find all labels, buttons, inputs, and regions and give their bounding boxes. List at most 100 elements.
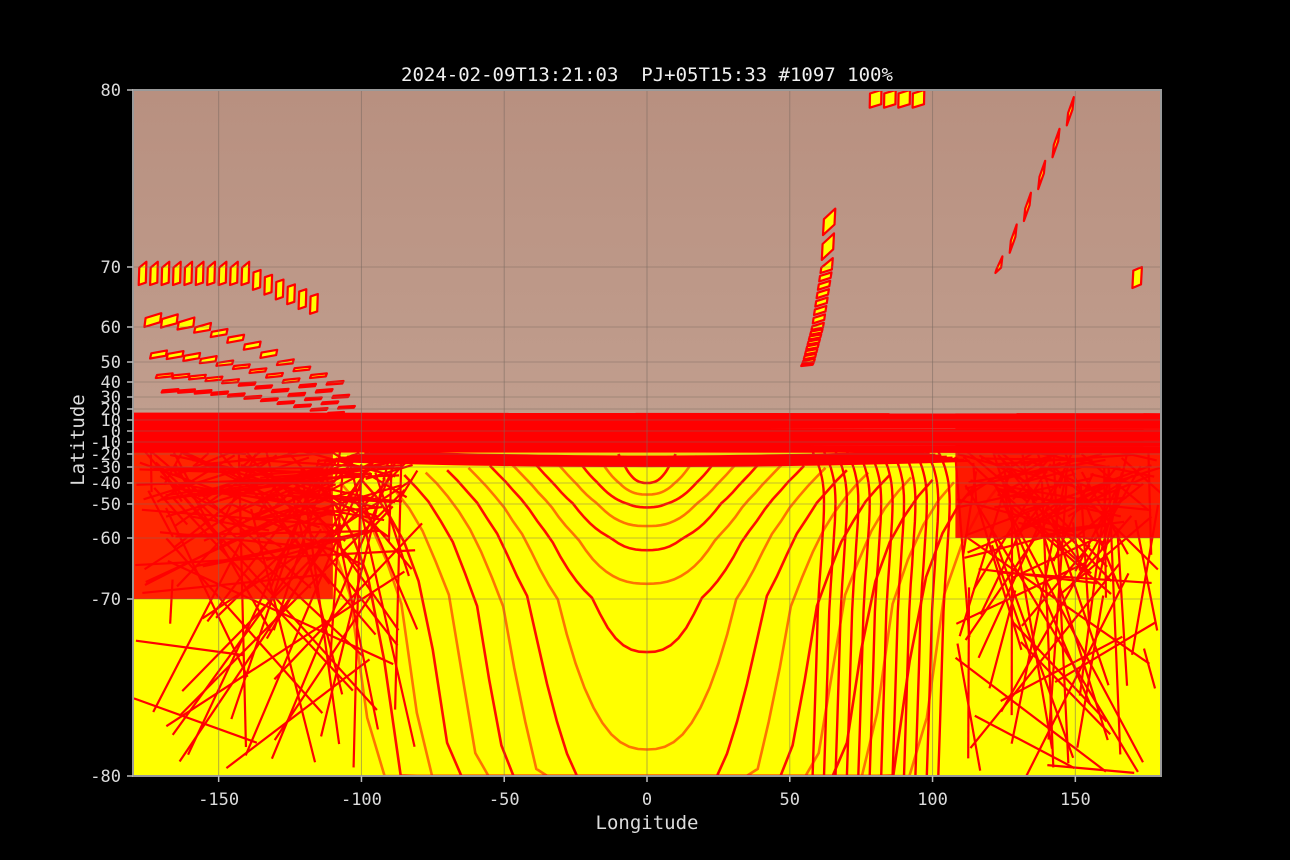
footprint — [897, 90, 912, 109]
footprint-edge — [914, 451, 929, 776]
footprint-edge — [1054, 621, 1157, 683]
footprint — [308, 372, 328, 380]
y-tick-label: -50 — [90, 495, 121, 515]
x-tick-label: 0 — [642, 790, 652, 810]
y-tick-label: 0 — [111, 422, 121, 442]
footprint — [336, 404, 356, 410]
y-tick-label: 80 — [101, 81, 121, 101]
footprint — [1037, 159, 1047, 191]
y-tick-label: 10 — [101, 411, 121, 431]
footprint — [810, 321, 825, 331]
footprint — [240, 260, 251, 287]
footprint — [154, 372, 174, 380]
footprint — [314, 388, 334, 394]
footprint — [812, 304, 828, 317]
footprint — [248, 367, 268, 375]
x-axis-ticks: -150 -100 -50 0 50 100 150 — [198, 776, 1091, 810]
footprint-edge — [990, 544, 1033, 660]
x-axis-label: Longitude — [596, 812, 699, 834]
footprint — [806, 338, 822, 346]
footprint — [251, 268, 262, 291]
footprint — [882, 90, 897, 109]
footprint-edge — [891, 451, 906, 776]
footprint — [292, 365, 312, 373]
footprint — [137, 260, 148, 287]
footprint-edge — [880, 451, 894, 776]
footprint-edge — [403, 474, 891, 776]
footprint — [297, 288, 308, 311]
footprint-edge — [397, 469, 419, 502]
footprint — [1008, 223, 1018, 254]
footprint — [994, 255, 1004, 275]
footprint — [177, 388, 197, 394]
footprint — [320, 400, 340, 406]
footprint — [803, 348, 819, 356]
footprints-north — [137, 90, 1144, 416]
y-axis-label: Latitude — [67, 394, 89, 486]
footprint-edge — [997, 571, 1152, 585]
footprint-edge — [273, 522, 423, 681]
footprint — [281, 377, 301, 384]
footprint — [226, 333, 246, 344]
x-tick-label: 150 — [1060, 790, 1091, 810]
footprint — [187, 373, 207, 381]
footprint — [270, 387, 290, 394]
y-tick-label: 30 — [101, 388, 121, 408]
footprint-edge — [325, 478, 380, 730]
footprint — [171, 260, 182, 287]
footprint — [237, 381, 257, 387]
footprint — [1065, 95, 1075, 127]
footprint — [818, 271, 833, 283]
footprint — [816, 279, 832, 291]
footprint — [149, 349, 169, 360]
footprint — [198, 355, 218, 365]
footprint — [911, 90, 926, 109]
y-tick-label: -60 — [90, 529, 121, 549]
footprint-edge — [1076, 595, 1105, 748]
footprint — [814, 296, 829, 308]
footprint — [325, 379, 345, 386]
footprint — [231, 363, 251, 371]
footprint-edge — [244, 463, 371, 756]
footprint-edge — [954, 656, 1107, 773]
footprint — [183, 260, 194, 287]
footprint — [165, 350, 185, 361]
footprint — [820, 232, 836, 261]
footprint — [210, 390, 230, 396]
footprint — [171, 372, 191, 380]
footprint-edge — [1142, 648, 1157, 689]
footprint-edge — [937, 451, 951, 776]
y-tick-label: 60 — [101, 318, 121, 338]
footprint-edge — [902, 451, 917, 776]
footprint — [1131, 265, 1144, 290]
footprint — [807, 333, 823, 341]
footprint-edge — [1134, 519, 1159, 631]
footprint-edge — [381, 476, 913, 776]
footprint — [263, 273, 274, 296]
footprint — [243, 394, 263, 400]
footprint-edge — [955, 561, 1087, 625]
footprint — [259, 348, 279, 359]
footprint-edge — [990, 528, 1075, 759]
footprint — [160, 260, 171, 287]
footprint-edge — [273, 593, 373, 741]
footprint — [331, 393, 351, 399]
footprint-edge — [1116, 528, 1129, 686]
footprint-edge — [967, 587, 971, 759]
footprint — [802, 352, 818, 361]
footprint-edge — [324, 447, 408, 499]
footprint — [176, 316, 196, 331]
footprint — [274, 278, 285, 301]
x-tick-label: 50 — [780, 790, 800, 810]
footprint — [259, 397, 279, 403]
footprint-edge — [360, 478, 934, 776]
y-tick-label: -80 — [90, 767, 121, 787]
footprint — [303, 396, 323, 402]
footprint-edge — [225, 658, 371, 769]
y-tick-label: -40 — [90, 474, 121, 494]
footprint — [287, 391, 307, 398]
footprint — [1022, 191, 1033, 223]
footprint-edge — [133, 697, 258, 744]
